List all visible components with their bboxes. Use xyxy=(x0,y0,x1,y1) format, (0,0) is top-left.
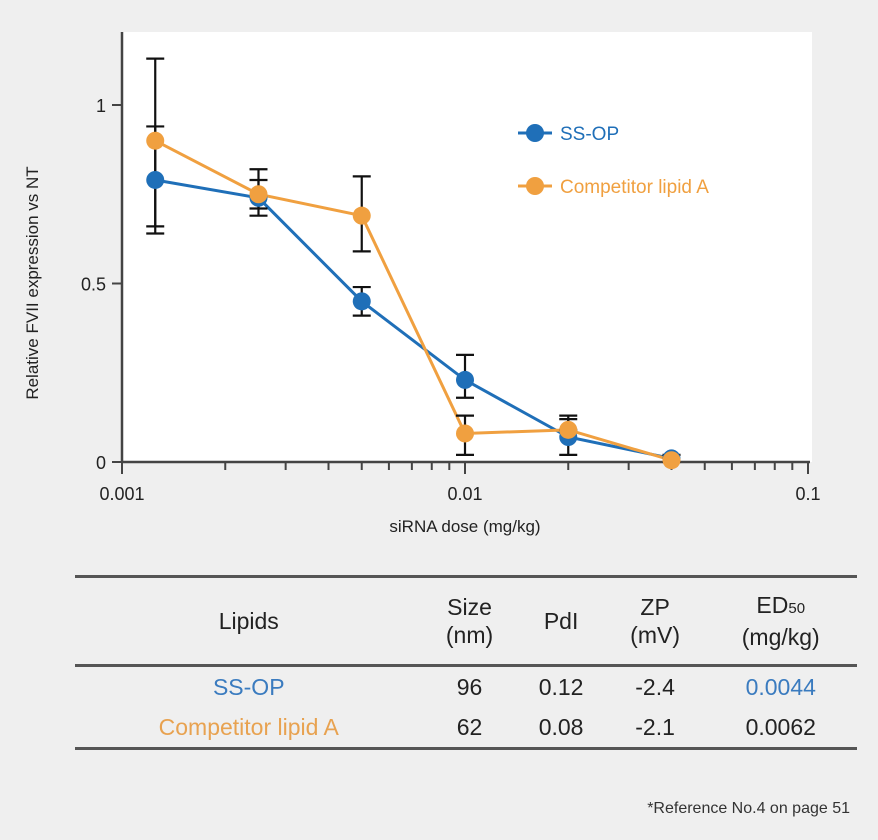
header-text: Lipids xyxy=(218,608,279,634)
data-point-competitor xyxy=(456,424,474,443)
table-header-row: Lipids Size (nm) PdI ZP (mV) ED50 (mg/kg) xyxy=(75,576,858,666)
cell-zp: -2.4 xyxy=(635,673,675,700)
x-tick-label: 0.1 xyxy=(795,484,820,504)
lipid-properties-table: Lipids Size (nm) PdI ZP (mV) ED50 (mg/kg) S… xyxy=(75,575,857,750)
header-pdi: PdI xyxy=(517,577,606,666)
dose-response-chart: 0 0.5 1 0.001 0.01 0.1 SS-OP Competitor lipid … xyxy=(23,32,821,536)
data-point-ssop xyxy=(456,370,474,389)
legend-marker xyxy=(526,177,544,195)
data-point-competitor xyxy=(559,420,578,439)
cell-ed50: 0.0062 xyxy=(745,713,816,740)
table-row: Competitor lipid A 62 0.08 -2.1 0.0062 xyxy=(75,707,857,749)
y-axis-label: Relative FVII expression vs NT xyxy=(23,166,42,399)
header-size: Size (nm) xyxy=(423,577,517,666)
data-point-competitor xyxy=(249,185,268,204)
header-unit: (mg/kg) xyxy=(741,624,820,650)
cell-pdi: 0.08 xyxy=(538,713,584,740)
data-point-ssop xyxy=(352,292,371,311)
header-text: Size xyxy=(447,594,492,620)
legend-label: SS-OP xyxy=(560,124,619,145)
y-tick-label: 0 xyxy=(96,453,106,473)
cell-pdi: 0.12 xyxy=(538,673,584,700)
x-tick-label: 0.001 xyxy=(99,484,144,504)
series-line-1 xyxy=(154,139,672,462)
cell-zp: -2.1 xyxy=(635,713,675,740)
header-ed50: ED50 (mg/kg) xyxy=(705,577,858,666)
header-lipids: Lipids xyxy=(75,577,423,666)
cell-lipid: Competitor lipid A xyxy=(158,713,339,740)
plot-area xyxy=(122,32,812,462)
header-text: PdI xyxy=(543,608,579,634)
header-zp: ZP (mV) xyxy=(606,577,705,666)
cell-size: 62 xyxy=(456,713,483,740)
header-unit: (mV) xyxy=(630,622,680,648)
y-tick-label: 0.5 xyxy=(81,275,106,295)
header-subscript: 50 xyxy=(788,600,806,617)
x-tick-label: 0.01 xyxy=(447,484,482,504)
header-text: ZP xyxy=(640,594,670,620)
cell-size: 96 xyxy=(456,673,483,700)
table-row: SS-OP 96 0.12 -2.4 0.0044 xyxy=(75,666,857,708)
header-unit: (nm) xyxy=(445,622,494,648)
data-point-competitor xyxy=(146,131,165,150)
header-text: ED xyxy=(756,592,789,618)
legend-marker xyxy=(526,124,544,142)
cell-ed50: 0.0044 xyxy=(745,673,816,700)
data-point-competitor xyxy=(662,451,681,470)
data-point-ssop xyxy=(146,170,165,189)
data-point-competitor xyxy=(352,206,371,225)
footnote: *Reference No.4 on page 51 xyxy=(647,800,850,817)
legend-label: Competitor lipid A xyxy=(560,177,709,198)
x-axis-label: siRNA dose (mg/kg) xyxy=(389,517,540,536)
cell-lipid: SS-OP xyxy=(212,673,285,700)
series-line-0 xyxy=(154,178,672,460)
y-tick-label: 1 xyxy=(96,96,106,116)
